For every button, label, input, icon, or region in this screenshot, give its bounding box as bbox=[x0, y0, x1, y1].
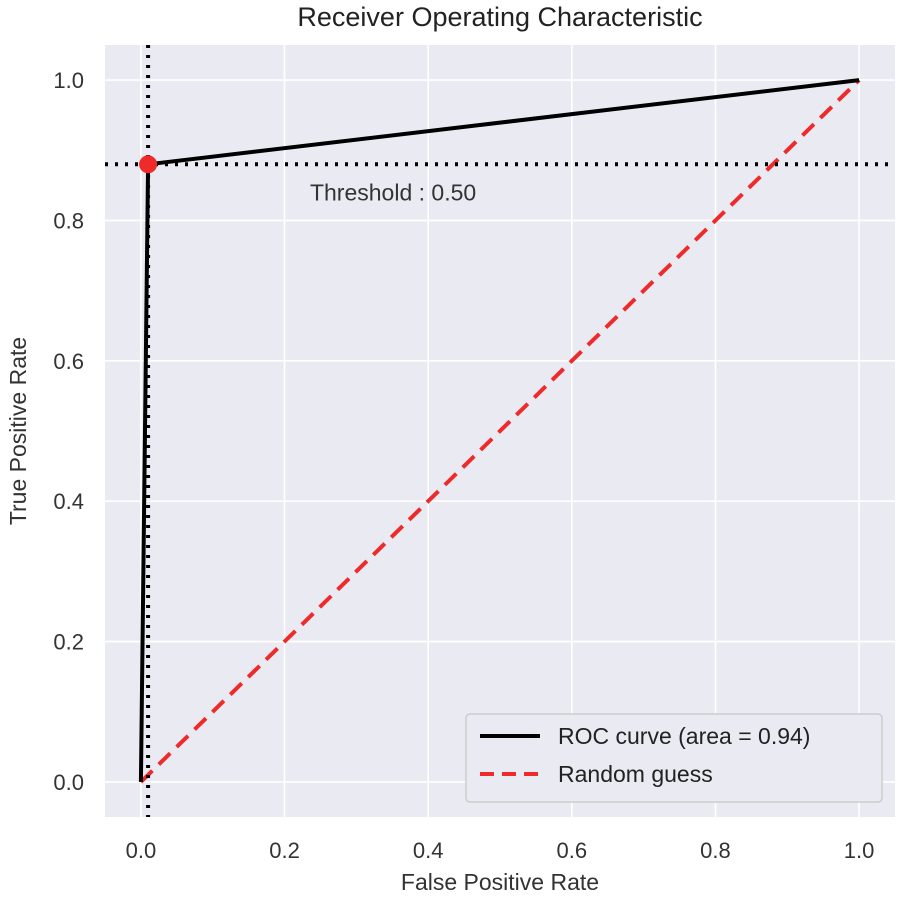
y-tick-label: 0.4 bbox=[53, 489, 84, 514]
x-tick-label: 1.0 bbox=[844, 838, 875, 863]
x-tick-label: 0.4 bbox=[413, 838, 444, 863]
x-axis-label: False Positive Rate bbox=[401, 869, 599, 895]
legend-label-random: Random guess bbox=[558, 761, 713, 787]
series-line-random-guess bbox=[139, 78, 861, 784]
y-tick-label: 1.0 bbox=[53, 68, 84, 93]
threshold-label: Threshold : 0.50 bbox=[310, 179, 476, 205]
y-tick-label: 0.8 bbox=[53, 208, 84, 233]
series-layer bbox=[105, 45, 895, 817]
y-axis-label: True Positive Rate bbox=[5, 337, 31, 525]
threshold-point bbox=[139, 155, 158, 174]
legend: ROC curve (area = 0.94) Random guess bbox=[465, 713, 883, 803]
y-tick-label: 0.6 bbox=[53, 349, 84, 374]
grid bbox=[105, 45, 895, 817]
x-tick-label: 0.6 bbox=[557, 838, 588, 863]
chart-title: Receiver Operating Characteristic bbox=[297, 2, 702, 32]
legend-box bbox=[465, 713, 883, 803]
x-tick-label: 0.0 bbox=[126, 838, 157, 863]
ticks-layer: 0.0 0.2 0.4 0.6 0.8 1.0 0.0 0.2 0.4 0.6 0.8 1.0 bbox=[53, 68, 874, 863]
y-tick-label: 0.2 bbox=[53, 630, 84, 655]
legend-label-roc: ROC curve (area = 0.94) bbox=[558, 723, 810, 749]
x-tick-label: 0.2 bbox=[269, 838, 300, 863]
y-tick-label: 0.0 bbox=[53, 770, 84, 795]
x-tick-label: 0.8 bbox=[700, 838, 731, 863]
